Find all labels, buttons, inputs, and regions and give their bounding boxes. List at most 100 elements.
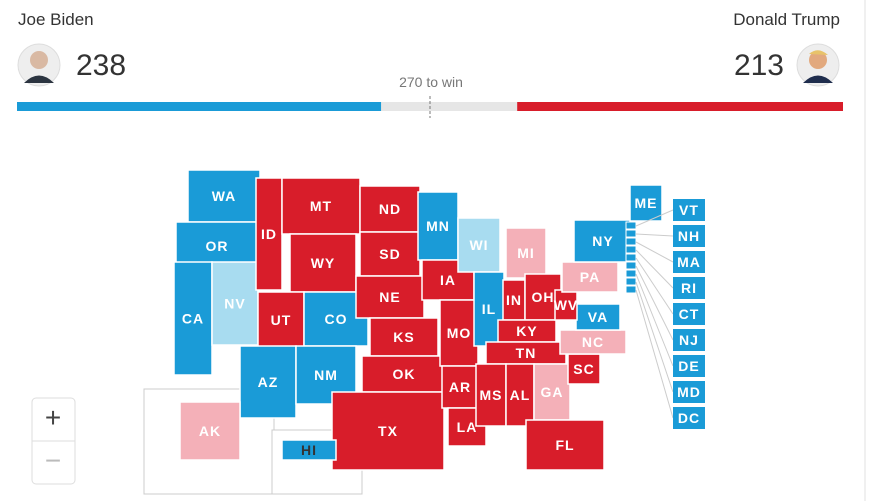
zoom-in[interactable]: + [45, 402, 61, 433]
bar-segment [517, 102, 843, 111]
leader-line [635, 249, 674, 289]
state-label: NJ [679, 332, 699, 348]
state-label: DC [678, 410, 700, 426]
state-label: GA [541, 384, 564, 400]
state-label: IN [506, 292, 522, 308]
state-label: SD [379, 246, 400, 262]
state-label: UT [271, 312, 292, 328]
state [361, 355, 447, 393]
state [211, 261, 259, 346]
state-label: AK [199, 423, 221, 439]
state-label: NH [678, 228, 700, 244]
state-label: FL [555, 437, 574, 453]
state-label: CO [325, 311, 348, 327]
state [625, 253, 637, 262]
state-tile [673, 381, 705, 403]
zoom-out[interactable]: − [45, 445, 61, 476]
state-label: MS [480, 387, 503, 403]
state-label: AZ [258, 374, 279, 390]
state-label: AL [510, 387, 531, 403]
state-label: MI [517, 245, 535, 261]
candidate-name: Joe Biden [18, 10, 94, 29]
state-tile [673, 277, 705, 299]
state-label: LA [457, 419, 478, 435]
state [505, 363, 535, 427]
state [173, 261, 213, 376]
state [629, 184, 663, 222]
state-label: MO [447, 325, 472, 341]
state-label: OK [393, 366, 416, 382]
state [289, 233, 357, 293]
state [625, 285, 637, 294]
state [255, 177, 283, 291]
leader-line [635, 233, 674, 237]
electoral-votes: 213 [734, 49, 784, 82]
state [525, 419, 605, 471]
state-tile [673, 225, 705, 247]
state-label: KY [516, 323, 537, 339]
leader-line [635, 209, 674, 227]
state [625, 237, 637, 246]
threshold-label: 270 to win [399, 74, 463, 90]
state [625, 269, 637, 278]
state-label: WI [469, 237, 488, 253]
state [505, 227, 547, 279]
electoral-votes: 238 [76, 49, 126, 82]
state-label: TX [378, 423, 398, 439]
state [281, 439, 337, 461]
avatar [796, 43, 840, 87]
state-label: ND [379, 201, 401, 217]
state-label: VT [679, 202, 699, 218]
state-label: MN [426, 218, 450, 234]
state-label: NV [224, 296, 245, 312]
state-label: NY [592, 233, 613, 249]
state [625, 261, 637, 270]
state-label: ME [635, 195, 658, 211]
state-label: CA [182, 311, 204, 327]
state [575, 303, 621, 331]
state [625, 245, 637, 254]
state-tile [673, 251, 705, 273]
state-label: MT [310, 198, 332, 214]
state-label: WV [554, 297, 579, 313]
progress-bar [17, 96, 843, 118]
leader-line [635, 257, 674, 315]
leader-line [635, 273, 674, 367]
state [533, 363, 571, 421]
zoom-control: + − [31, 397, 76, 485]
state [625, 229, 637, 238]
state-label: IA [440, 272, 456, 288]
state [257, 291, 305, 349]
state-label: WA [212, 188, 237, 204]
state-label: HI [301, 442, 317, 458]
state [625, 221, 637, 230]
avatar [17, 43, 61, 87]
state-label: PA [580, 269, 600, 285]
state [559, 329, 627, 355]
state [475, 363, 507, 427]
state-label: TN [516, 345, 537, 361]
state-label: OH [532, 289, 555, 305]
state-label: NM [314, 367, 338, 383]
state-tile [673, 303, 705, 325]
state-label: MD [677, 384, 701, 400]
state-tile [673, 355, 705, 377]
state-label: NC [582, 334, 604, 350]
state-label: WY [311, 255, 336, 271]
bar-segment [17, 102, 382, 111]
state-label: ID [261, 226, 277, 242]
state-tile [673, 407, 705, 429]
state [331, 391, 445, 471]
state [439, 299, 479, 367]
state-label: DE [678, 358, 699, 374]
leader-line [635, 265, 674, 341]
state-label: CT [679, 306, 700, 322]
state-label: MA [677, 254, 701, 270]
leader-line [635, 241, 674, 263]
state-label: SC [573, 361, 594, 377]
state-label: VA [588, 309, 608, 325]
state-label: AR [449, 379, 471, 395]
state-label: IL [482, 301, 496, 317]
